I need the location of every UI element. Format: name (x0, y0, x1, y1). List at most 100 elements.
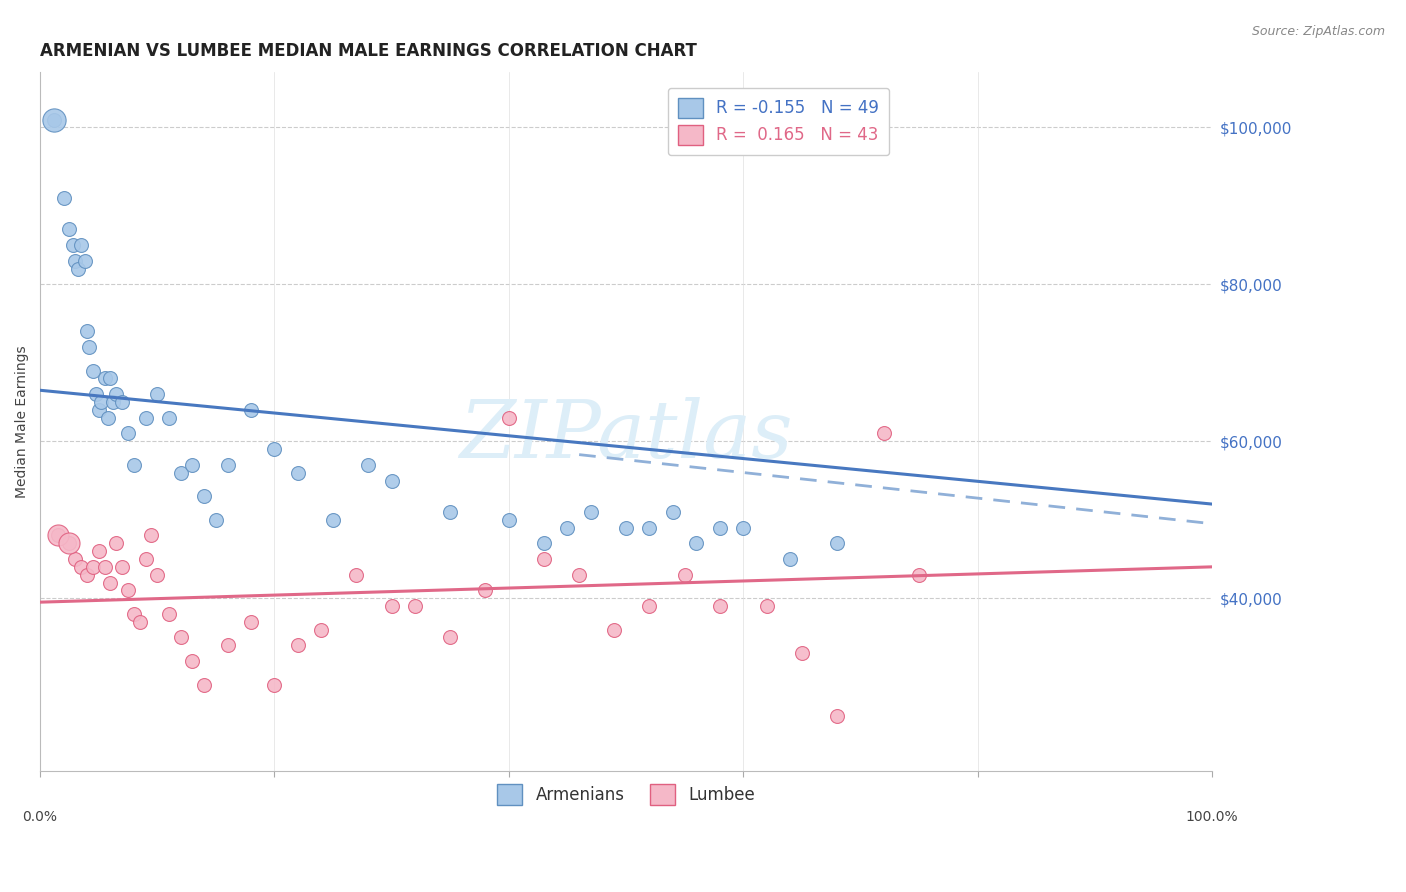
Point (117, 426, 139, 441)
Point (357, 458, 380, 472)
Point (240, 615, 263, 629)
Point (52, 191, 75, 205)
Point (82, 559, 104, 574)
Point (263, 677, 285, 691)
Text: Source: ZipAtlas.com: Source: ZipAtlas.com (1251, 25, 1385, 38)
Point (73, 253, 96, 268)
Point (87, 544, 110, 558)
Point (193, 677, 215, 691)
Point (673, 567, 696, 582)
Point (87, 403, 110, 417)
Point (79, 340, 101, 354)
Point (141, 528, 163, 542)
Point (825, 709, 848, 723)
Point (873, 426, 896, 441)
Point (638, 599, 661, 613)
Point (135, 552, 157, 566)
Point (111, 395, 134, 409)
Point (498, 513, 520, 527)
Point (240, 403, 263, 417)
Point (404, 599, 426, 613)
Point (46, 528, 69, 542)
Point (44, 112, 66, 127)
Point (157, 607, 180, 621)
Point (62, 238, 84, 252)
Point (474, 583, 496, 598)
Point (46, 528, 69, 542)
Point (93, 371, 115, 385)
Point (157, 410, 180, 425)
Point (170, 466, 193, 480)
Point (105, 387, 128, 401)
Point (193, 489, 215, 503)
Point (568, 567, 591, 582)
Point (105, 536, 128, 550)
Point (662, 505, 685, 519)
Text: 100.0%: 100.0% (1185, 810, 1239, 824)
Point (533, 536, 555, 550)
Point (93, 559, 115, 574)
Point (65, 552, 87, 566)
Point (122, 607, 145, 621)
Point (825, 536, 848, 550)
Point (170, 631, 193, 645)
Point (117, 583, 139, 598)
Point (381, 474, 404, 488)
Point (217, 638, 239, 652)
Point (135, 410, 157, 425)
Y-axis label: Median Male Earnings: Median Male Earnings (15, 345, 30, 498)
Point (146, 387, 169, 401)
Point (97, 410, 120, 425)
Point (557, 520, 579, 534)
Point (205, 513, 228, 527)
Point (381, 599, 404, 613)
Point (263, 442, 285, 457)
Point (58, 222, 80, 236)
Point (181, 654, 204, 668)
Point (287, 638, 309, 652)
Point (908, 567, 931, 582)
Point (146, 567, 169, 582)
Point (638, 520, 661, 534)
Point (65, 253, 87, 268)
Point (70, 238, 93, 252)
Point (533, 552, 555, 566)
Point (311, 623, 333, 637)
Point (90, 395, 112, 409)
Text: ZIPatlas: ZIPatlas (460, 397, 793, 475)
Point (709, 599, 731, 613)
Point (122, 458, 145, 472)
Point (66, 261, 89, 276)
Point (603, 623, 626, 637)
Point (733, 520, 755, 534)
Point (779, 552, 801, 566)
Point (111, 559, 134, 574)
Point (579, 505, 602, 519)
Point (58, 536, 80, 550)
Point (70, 559, 93, 574)
Point (755, 599, 778, 613)
Legend: Armenians, Lumbee: Armenians, Lumbee (491, 778, 762, 812)
Point (346, 567, 368, 582)
Point (76, 325, 98, 339)
Point (58, 536, 80, 550)
Point (322, 513, 344, 527)
Point (439, 505, 461, 519)
Point (76, 567, 98, 582)
Point (790, 646, 813, 660)
Point (86, 387, 108, 401)
Point (217, 458, 239, 472)
Point (100, 371, 122, 385)
Point (498, 410, 520, 425)
Point (439, 631, 461, 645)
Text: ARMENIAN VS LUMBEE MEDIAN MALE EARNINGS CORRELATION CHART: ARMENIAN VS LUMBEE MEDIAN MALE EARNINGS … (41, 42, 697, 60)
Point (44, 112, 66, 127)
Point (100, 575, 122, 590)
Point (614, 520, 637, 534)
Point (82, 364, 104, 378)
Text: 0.0%: 0.0% (22, 810, 58, 824)
Point (181, 458, 204, 472)
Point (101, 395, 124, 409)
Point (128, 615, 150, 629)
Point (709, 520, 731, 534)
